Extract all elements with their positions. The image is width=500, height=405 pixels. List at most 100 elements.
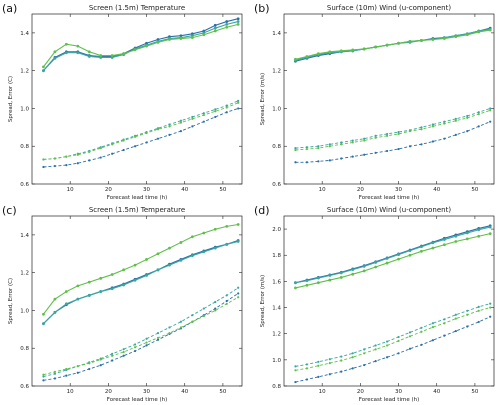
data-point xyxy=(179,320,183,323)
data-point xyxy=(477,30,481,34)
data-point xyxy=(408,335,412,338)
data-point xyxy=(236,22,240,26)
x-axis-label: Forecast lead time (h) xyxy=(107,195,168,201)
data-point xyxy=(42,373,45,376)
data-point xyxy=(64,290,68,293)
plot-frame xyxy=(31,215,243,387)
data-point xyxy=(431,322,435,325)
data-point xyxy=(87,50,91,54)
panel-label: (a) xyxy=(2,2,17,15)
data-point xyxy=(465,231,469,235)
data-point xyxy=(65,374,68,377)
data-point xyxy=(339,276,343,279)
data-point xyxy=(168,332,171,335)
data-point xyxy=(466,313,469,316)
series-line-dashed-dark_blue xyxy=(295,316,491,383)
data-point xyxy=(466,114,469,118)
data-point xyxy=(214,108,217,111)
data-point xyxy=(64,51,68,55)
data-point xyxy=(420,245,423,249)
data-point xyxy=(466,130,469,133)
data-point xyxy=(328,278,332,282)
x-tick-label: 40 xyxy=(181,187,188,193)
series-line-dashed-teal xyxy=(43,287,239,377)
data-point xyxy=(385,261,389,265)
data-point xyxy=(420,126,423,129)
data-point xyxy=(133,278,137,282)
data-point xyxy=(236,223,240,226)
chart-title: Screen (1.5m) Temperature xyxy=(89,4,185,12)
data-point xyxy=(202,113,205,117)
data-point xyxy=(225,299,228,303)
data-point xyxy=(179,258,183,262)
data-point xyxy=(76,297,80,301)
data-point xyxy=(191,125,194,128)
data-point xyxy=(179,121,183,124)
data-point xyxy=(156,137,160,140)
data-point xyxy=(340,359,343,362)
data-point xyxy=(42,165,45,169)
data-point xyxy=(225,302,228,305)
data-point xyxy=(397,41,400,45)
data-point xyxy=(65,164,68,167)
data-point xyxy=(191,115,194,119)
data-point xyxy=(294,365,297,368)
data-point xyxy=(76,284,80,288)
data-point xyxy=(168,246,171,250)
data-point xyxy=(225,106,228,109)
data-point xyxy=(385,43,389,47)
data-point xyxy=(420,128,423,131)
data-point xyxy=(99,358,102,361)
chart-panel-1: (a) Screen (1.5m) Temperature 10 20 30 40 50 0.… xyxy=(2,2,243,201)
data-point xyxy=(488,28,492,32)
data-point xyxy=(477,111,480,114)
data-point xyxy=(408,39,412,43)
data-point xyxy=(351,268,355,272)
data-point xyxy=(442,37,446,40)
data-point xyxy=(202,307,205,310)
data-point xyxy=(328,358,331,361)
x-tick-label: 50 xyxy=(219,187,226,193)
data-point xyxy=(202,33,206,37)
data-point xyxy=(489,120,492,123)
data-point xyxy=(202,231,206,235)
data-point xyxy=(145,131,148,135)
data-point xyxy=(225,25,229,29)
data-point xyxy=(431,339,435,342)
x-tick-label: 20 xyxy=(105,389,112,395)
series-line-dashed-green xyxy=(295,307,491,371)
data-point xyxy=(87,280,91,284)
data-point xyxy=(340,143,343,146)
data-point xyxy=(213,29,217,33)
data-point xyxy=(213,227,217,231)
data-point xyxy=(145,141,148,144)
data-point xyxy=(351,48,355,52)
data-point xyxy=(179,326,183,329)
data-point xyxy=(374,360,377,363)
data-point xyxy=(237,107,240,110)
y-tick-label: 1.4 xyxy=(20,233,29,239)
data-point xyxy=(328,362,331,365)
data-point xyxy=(408,347,412,350)
data-point xyxy=(42,375,45,378)
data-point xyxy=(225,294,228,297)
data-point xyxy=(397,257,400,261)
data-point xyxy=(88,159,91,162)
data-point xyxy=(122,350,125,354)
data-point xyxy=(420,143,423,146)
x-tick-label: 10 xyxy=(319,389,326,395)
chart-panel-2: (b) Surface (10m) Wind (u-component) 10 20 3… xyxy=(254,2,495,201)
data-point xyxy=(385,257,389,260)
data-point xyxy=(477,234,481,238)
data-point xyxy=(88,150,91,153)
data-point xyxy=(133,135,137,138)
series-line-dashed-teal xyxy=(43,100,239,160)
data-point xyxy=(191,320,194,323)
data-point xyxy=(237,286,240,289)
data-point xyxy=(122,148,125,152)
chart-title: Screen (1.5m) Temperature xyxy=(89,206,185,214)
chart-title: Surface (10m) Wind (u-component) xyxy=(327,206,451,214)
data-point xyxy=(145,341,148,344)
data-point xyxy=(362,47,366,51)
